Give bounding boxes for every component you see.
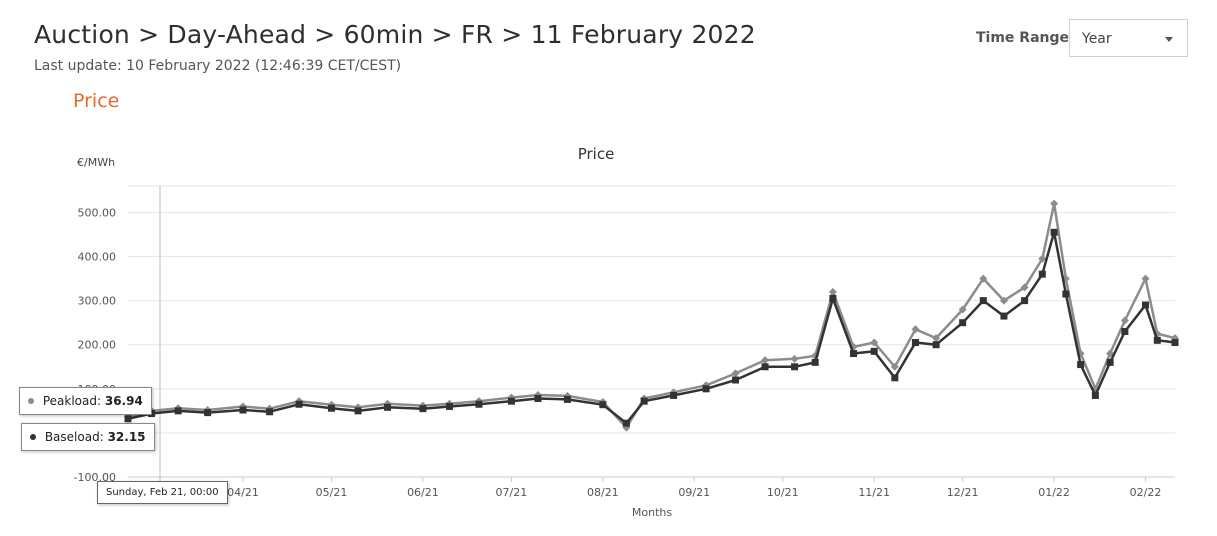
peakload-legend-dot xyxy=(28,397,34,404)
y-tick-label: -100.00 xyxy=(74,471,116,484)
x-tick-label: 11/21 xyxy=(858,486,890,499)
peakload-point xyxy=(1050,199,1059,208)
peakload-point xyxy=(911,325,920,334)
baseload-point xyxy=(911,339,919,347)
peakload-tooltip: Peakload: 36.94 xyxy=(19,387,152,415)
baseload-point xyxy=(534,395,542,403)
baseload-point xyxy=(791,363,799,371)
baseload-point xyxy=(670,391,678,399)
crosshair-date-label: Sunday, Feb 21, 00:00 xyxy=(97,481,228,504)
baseload-point xyxy=(419,405,427,413)
breadcrumb: Auction > Day-Ahead > 60min > FR > 11 Fe… xyxy=(34,20,756,49)
baseload-point xyxy=(266,408,274,416)
baseload-point xyxy=(1038,270,1046,278)
y-tick-label: 400.00 xyxy=(78,251,117,264)
baseload-point xyxy=(979,297,987,305)
peakload-value: 36.94 xyxy=(104,394,143,408)
time-range-value: Year xyxy=(1082,31,1112,47)
y-tick-label: 500.00 xyxy=(78,206,117,219)
time-range-select[interactable]: Year xyxy=(1069,19,1188,57)
baseload-point xyxy=(640,397,648,405)
peakload-point xyxy=(1038,254,1047,263)
x-tick-label: 07/21 xyxy=(496,486,528,499)
x-axis-label: Months xyxy=(632,506,672,519)
baseload-legend-dot xyxy=(30,433,36,440)
x-tick-label: 04/21 xyxy=(227,486,259,499)
baseload-point xyxy=(563,395,571,403)
baseload-point xyxy=(445,402,453,410)
peakload-point xyxy=(890,362,899,371)
chevron-down-icon xyxy=(1165,37,1173,42)
time-range-label: Time Range xyxy=(976,30,1070,46)
x-tick-label: 09/21 xyxy=(678,486,710,499)
peakload-point xyxy=(828,287,837,296)
peakload-point xyxy=(1120,316,1129,325)
baseload-value: 32.15 xyxy=(107,430,146,444)
peakload-point xyxy=(870,338,879,347)
peakload-label: Peakload: xyxy=(42,394,102,408)
x-tick-label: 08/21 xyxy=(587,486,619,499)
baseload-label: Baseload: xyxy=(44,430,104,444)
baseload-point xyxy=(354,407,362,415)
y-axis-label: €/MWh xyxy=(77,156,115,169)
baseload-point xyxy=(1062,290,1070,298)
baseload-point xyxy=(475,400,483,408)
baseload-point xyxy=(1142,301,1150,309)
baseload-point xyxy=(384,403,392,411)
peakload-point xyxy=(731,369,740,378)
peakload-point xyxy=(999,296,1008,305)
baseload-point xyxy=(932,341,940,349)
x-tick-label: 10/21 xyxy=(767,486,799,499)
baseload-point xyxy=(1077,361,1085,369)
baseload-point xyxy=(1153,336,1161,344)
x-tick-label: 12/21 xyxy=(947,486,979,499)
baseload-point xyxy=(204,409,212,417)
baseload-point xyxy=(124,415,132,423)
baseload-point xyxy=(850,350,858,358)
baseload-point xyxy=(811,358,819,366)
baseload-point xyxy=(1171,339,1179,347)
x-tick-label: 01/22 xyxy=(1038,486,1070,499)
baseload-point xyxy=(1000,312,1008,320)
baseload-point xyxy=(702,385,710,393)
baseload-point xyxy=(622,419,630,427)
baseload-point xyxy=(829,294,837,302)
peakload-point xyxy=(761,356,770,365)
x-tick-label: 06/21 xyxy=(407,486,439,499)
x-tick-label: 02/22 xyxy=(1130,486,1162,499)
baseload-point xyxy=(761,363,769,371)
baseload-point xyxy=(1021,297,1029,305)
chart-title: Price xyxy=(578,145,615,163)
peakload-point xyxy=(932,334,941,343)
baseload-point xyxy=(870,347,878,355)
y-tick-label: 300.00 xyxy=(78,295,117,308)
baseload-point xyxy=(732,376,740,384)
baseload-point xyxy=(891,374,899,382)
baseload-point xyxy=(295,400,303,408)
baseload-point xyxy=(959,319,967,327)
baseload-point xyxy=(1091,391,1099,399)
baseload-point xyxy=(1106,358,1114,366)
baseload-point xyxy=(174,407,182,415)
section-title: Price xyxy=(73,90,120,112)
baseload-point xyxy=(507,397,515,405)
x-tick-label: 05/21 xyxy=(316,486,348,499)
baseload-tooltip: Baseload: 32.15 xyxy=(21,423,155,451)
baseload-point xyxy=(1050,228,1058,236)
peakload-point xyxy=(979,274,988,283)
peakload-series-line xyxy=(127,202,1176,429)
baseload-point xyxy=(239,406,247,414)
peakload-point xyxy=(1020,283,1029,292)
baseload-series-line xyxy=(127,231,1176,425)
last-update-text: Last update: 10 February 2022 (12:46:39 … xyxy=(34,58,402,74)
peakload-point xyxy=(958,305,967,314)
baseload-point xyxy=(1121,328,1129,335)
baseload-point xyxy=(599,401,607,409)
peakload-point xyxy=(790,354,799,363)
y-tick-label: 200.00 xyxy=(78,339,117,352)
baseload-point xyxy=(328,404,336,412)
peakload-point xyxy=(1141,274,1150,283)
